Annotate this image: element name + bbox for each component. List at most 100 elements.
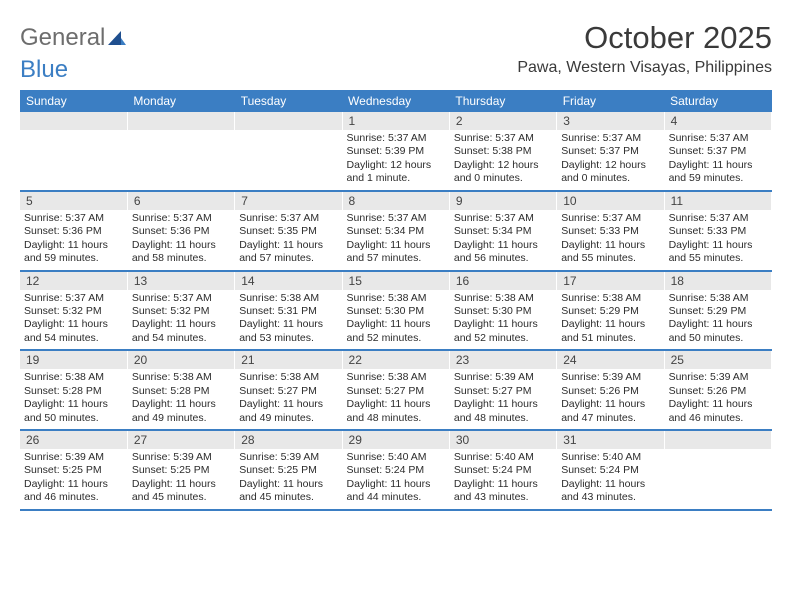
sunrise-text: Sunrise: 5:39 AM	[454, 371, 552, 384]
weekday-header: Monday	[127, 90, 234, 112]
sunrise-text: Sunrise: 5:37 AM	[239, 212, 337, 225]
sunrise-text: Sunrise: 5:40 AM	[454, 451, 552, 464]
daylight-text: Daylight: 12 hours and 0 minutes.	[454, 159, 552, 186]
sunrise-text: Sunrise: 5:39 AM	[561, 371, 659, 384]
daylight-text: Daylight: 11 hours and 43 minutes.	[561, 478, 659, 505]
calendar-day-cell: 4 Sunrise: 5:37 AMSunset: 5:37 PMDaylight…	[664, 112, 771, 191]
day-number: 24	[557, 351, 663, 369]
calendar-day-cell: 2Sunrise: 5:37 AMSunset: 5:38 PMDaylight…	[449, 112, 556, 191]
day-data: Sunrise: 5:37 AMSunset: 5:33 PMDaylight:…	[665, 210, 771, 270]
sunrise-text: Sunrise: 5:37 AM	[454, 132, 552, 145]
sunrise-text: Sunrise: 5:39 AM	[132, 451, 230, 464]
day-number: 26	[20, 431, 127, 449]
day-number: 1	[343, 112, 449, 130]
logo-sail-icon	[108, 31, 126, 50]
day-number: 29	[343, 431, 449, 449]
day-data	[20, 130, 127, 136]
sunrise-text: Sunrise: 5:39 AM	[24, 451, 123, 464]
weekday-header: Saturday	[664, 90, 771, 112]
day-number: 11	[665, 192, 771, 210]
calendar-day-cell: 31Sunrise: 5:40 AMSunset: 5:24 PMDayligh…	[557, 430, 664, 510]
day-number: 10	[557, 192, 663, 210]
sunset-text: Sunset: 5:32 PM	[132, 305, 230, 318]
calendar-day-cell: 8Sunrise: 5:37 AMSunset: 5:34 PMDaylight…	[342, 191, 449, 271]
sunrise-text: Sunrise: 5:37 AM	[132, 292, 230, 305]
sunset-text: Sunset: 5:32 PM	[24, 305, 123, 318]
sunset-text: Sunset: 5:24 PM	[561, 464, 659, 477]
calendar-day-cell: 16Sunrise: 5:38 AMSunset: 5:30 PMDayligh…	[449, 271, 556, 351]
day-data: Sunrise: 5:37 AMSunset: 5:32 PMDaylight:…	[20, 290, 127, 350]
calendar-day-cell: 25Sunrise: 5:39 AMSunset: 5:26 PMDayligh…	[664, 350, 771, 430]
sunrise-text: Sunrise: 5:37 AM	[669, 132, 767, 145]
sunrise-text: Sunrise: 5:38 AM	[239, 292, 337, 305]
sunset-text: Sunset: 5:37 PM	[669, 145, 767, 158]
day-data	[235, 130, 341, 136]
calendar-day-cell: 1Sunrise: 5:37 AMSunset: 5:39 PMDaylight…	[342, 112, 449, 191]
daylight-text: Daylight: 11 hours and 59 minutes.	[669, 159, 767, 186]
day-data: Sunrise: 5:40 AMSunset: 5:24 PMDaylight:…	[557, 449, 663, 509]
daylight-text: Daylight: 11 hours and 50 minutes.	[24, 398, 123, 425]
daylight-text: Daylight: 11 hours and 44 minutes.	[347, 478, 445, 505]
sunrise-text: Sunrise: 5:38 AM	[239, 371, 337, 384]
day-data: Sunrise: 5:39 AMSunset: 5:27 PMDaylight:…	[450, 369, 556, 429]
calendar-day-cell: 28Sunrise: 5:39 AMSunset: 5:25 PMDayligh…	[235, 430, 342, 510]
calendar-day-cell: 21Sunrise: 5:38 AMSunset: 5:27 PMDayligh…	[235, 350, 342, 430]
calendar-day-cell: 23Sunrise: 5:39 AMSunset: 5:27 PMDayligh…	[449, 350, 556, 430]
day-number: 25	[665, 351, 771, 369]
sunrise-text: Sunrise: 5:37 AM	[24, 292, 123, 305]
daylight-text: Daylight: 11 hours and 50 minutes.	[669, 318, 767, 345]
day-number: 12	[20, 272, 127, 290]
sunrise-text: Sunrise: 5:39 AM	[669, 371, 767, 384]
calendar-day-cell: 22Sunrise: 5:38 AMSunset: 5:27 PMDayligh…	[342, 350, 449, 430]
sunrise-text: Sunrise: 5:40 AM	[561, 451, 659, 464]
sunset-text: Sunset: 5:24 PM	[454, 464, 552, 477]
day-data: Sunrise: 5:40 AMSunset: 5:24 PMDaylight:…	[343, 449, 449, 509]
day-data: Sunrise: 5:38 AMSunset: 5:29 PMDaylight:…	[557, 290, 663, 350]
day-number: 4	[665, 112, 771, 130]
daylight-text: Daylight: 11 hours and 46 minutes.	[669, 398, 767, 425]
calendar-day-cell: 30Sunrise: 5:40 AMSunset: 5:24 PMDayligh…	[449, 430, 556, 510]
day-data: Sunrise: 5:40 AMSunset: 5:24 PMDaylight:…	[450, 449, 556, 509]
weekday-header: Tuesday	[235, 90, 342, 112]
day-data: Sunrise: 5:38 AMSunset: 5:28 PMDaylight:…	[128, 369, 234, 429]
day-data: Sunrise: 5:37 AMSunset: 5:36 PMDaylight:…	[128, 210, 234, 270]
calendar-body: 1Sunrise: 5:37 AMSunset: 5:39 PMDaylight…	[20, 112, 772, 510]
daylight-text: Daylight: 11 hours and 49 minutes.	[239, 398, 337, 425]
day-data: Sunrise: 5:39 AMSunset: 5:25 PMDaylight:…	[235, 449, 341, 509]
day-data: Sunrise: 5:37 AMSunset: 5:35 PMDaylight:…	[235, 210, 341, 270]
daylight-text: Daylight: 11 hours and 52 minutes.	[454, 318, 552, 345]
sunset-text: Sunset: 5:36 PM	[132, 225, 230, 238]
sunrise-text: Sunrise: 5:37 AM	[24, 212, 123, 225]
calendar-header-row: SundayMondayTuesdayWednesdayThursdayFrid…	[20, 90, 772, 112]
daylight-text: Daylight: 11 hours and 56 minutes.	[454, 239, 552, 266]
calendar-week-row: 5Sunrise: 5:37 AMSunset: 5:36 PMDaylight…	[20, 191, 772, 271]
weekday-header: Sunday	[20, 90, 127, 112]
day-number: 20	[128, 351, 234, 369]
sunrise-text: Sunrise: 5:37 AM	[132, 212, 230, 225]
calendar-day-cell: 5Sunrise: 5:37 AMSunset: 5:36 PMDaylight…	[20, 191, 127, 271]
sunrise-text: Sunrise: 5:37 AM	[347, 132, 445, 145]
sunrise-text: Sunrise: 5:37 AM	[561, 132, 659, 145]
sunset-text: Sunset: 5:34 PM	[454, 225, 552, 238]
day-number: 16	[450, 272, 556, 290]
sunrise-text: Sunrise: 5:38 AM	[132, 371, 230, 384]
day-number: 17	[557, 272, 663, 290]
calendar-day-cell	[235, 112, 342, 191]
day-data: Sunrise: 5:39 AMSunset: 5:25 PMDaylight:…	[128, 449, 234, 509]
sunset-text: Sunset: 5:29 PM	[561, 305, 659, 318]
daylight-text: Daylight: 11 hours and 47 minutes.	[561, 398, 659, 425]
daylight-text: Daylight: 11 hours and 45 minutes.	[239, 478, 337, 505]
calendar-day-cell: 19Sunrise: 5:38 AMSunset: 5:28 PMDayligh…	[20, 350, 127, 430]
sunrise-text: Sunrise: 5:38 AM	[561, 292, 659, 305]
day-data: Sunrise: 5:38 AMSunset: 5:27 PMDaylight:…	[235, 369, 341, 429]
calendar-day-cell: 29Sunrise: 5:40 AMSunset: 5:24 PMDayligh…	[342, 430, 449, 510]
logo-text-gray: General	[20, 24, 105, 51]
sunset-text: Sunset: 5:28 PM	[24, 385, 123, 398]
daylight-text: Daylight: 12 hours and 1 minute.	[347, 159, 445, 186]
day-data: Sunrise: 5:39 AMSunset: 5:26 PMDaylight:…	[665, 369, 771, 429]
calendar-day-cell: 3Sunrise: 5:37 AMSunset: 5:37 PMDaylight…	[557, 112, 664, 191]
daylight-text: Daylight: 11 hours and 59 minutes.	[24, 239, 123, 266]
day-number	[235, 112, 341, 130]
logo-wordmark: General Blue	[20, 26, 126, 84]
day-data	[128, 130, 234, 136]
